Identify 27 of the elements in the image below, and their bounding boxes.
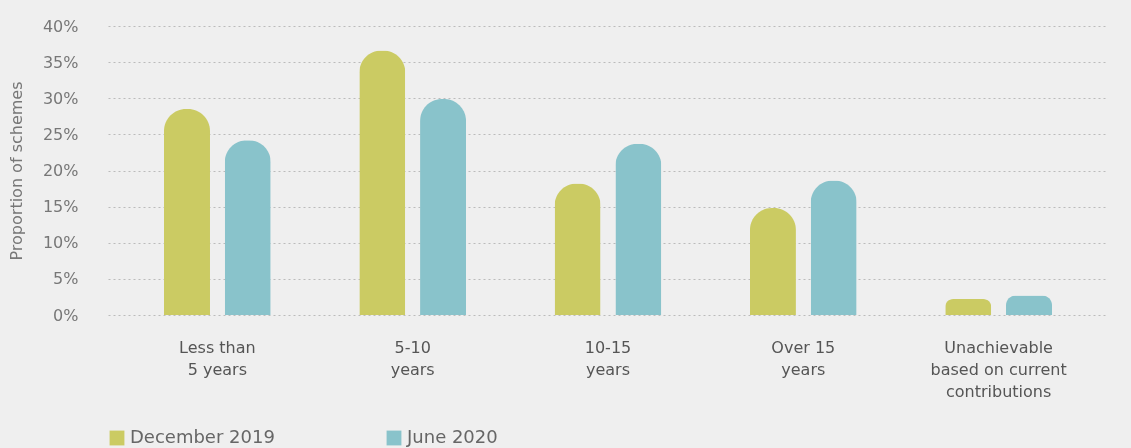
bar	[163, 109, 210, 315]
bar	[945, 299, 992, 315]
y-tick-label: 0%	[53, 305, 79, 325]
y-tick-label: 35%	[42, 52, 79, 72]
bar	[615, 143, 662, 315]
bar	[224, 140, 271, 315]
bar	[749, 208, 796, 315]
y-axis-title: Proportion of schemes	[6, 81, 26, 261]
legend-label: December 2019	[130, 426, 275, 447]
y-tick-label: 25%	[42, 124, 79, 144]
legend-label: June 2020	[406, 426, 498, 447]
y-tick-label: 10%	[42, 233, 79, 253]
y-tick-label: 5%	[53, 269, 79, 289]
bar	[810, 180, 857, 315]
x-tick-label: Unachievable based on current contributions	[930, 337, 1067, 401]
y-tick-label: 40%	[42, 16, 79, 36]
x-tick-label: 10-15 years	[584, 337, 632, 379]
x-tick-label: Over 15 years	[771, 337, 836, 379]
bar	[1006, 295, 1053, 315]
x-tick-label: Less than 5 years	[179, 337, 256, 379]
y-tick-label: 30%	[42, 88, 79, 108]
bar	[420, 98, 467, 315]
x-tick-label: 5-10 years	[390, 337, 435, 379]
bar	[359, 50, 406, 315]
y-tick-label: 15%	[42, 197, 79, 217]
y-tick-label: 20%	[42, 161, 79, 180]
bar	[554, 183, 601, 315]
